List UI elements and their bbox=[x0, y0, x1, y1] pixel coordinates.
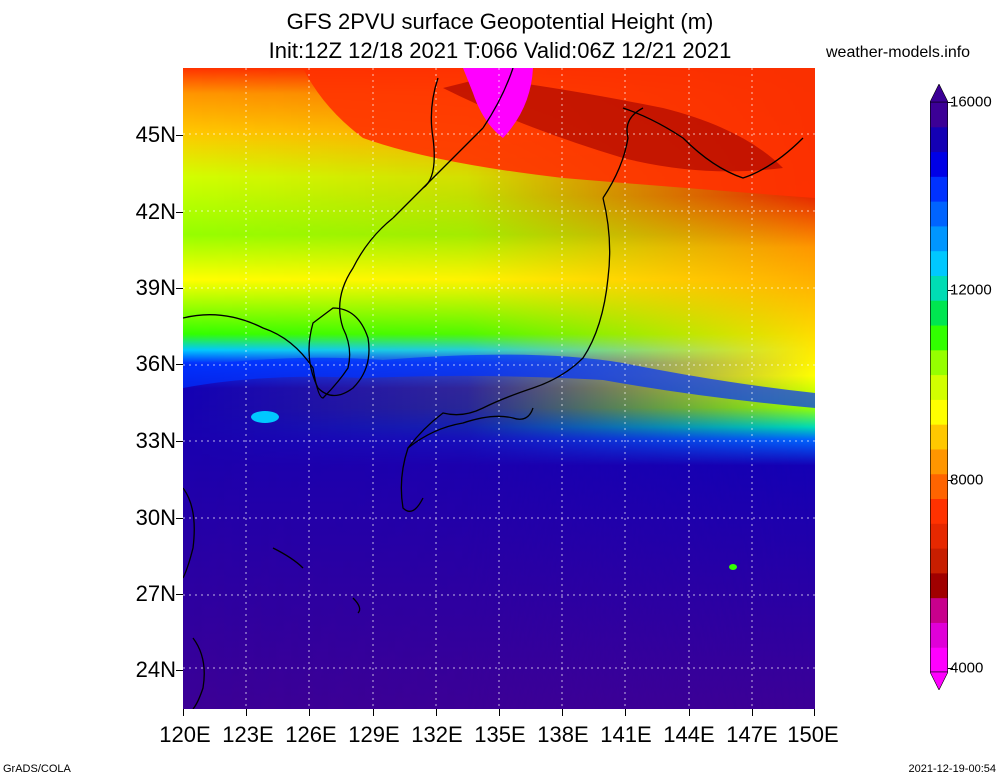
lon-tick bbox=[436, 709, 437, 716]
colorbar-cell bbox=[930, 349, 948, 376]
colorbar-tick bbox=[948, 668, 953, 669]
map-title: GFS 2PVU surface Geopotential Height (m) bbox=[286, 9, 714, 34]
colorbar-tick bbox=[948, 290, 953, 291]
colorbar-cell bbox=[930, 325, 948, 351]
site-credit: weather-models.info bbox=[826, 44, 971, 61]
lon-label-138e: 138E bbox=[537, 722, 589, 747]
lon-tick bbox=[625, 709, 626, 716]
lon-label-120e: 120E bbox=[159, 722, 211, 747]
colorbar-top-arrow bbox=[930, 84, 948, 103]
colorbar-cell bbox=[930, 597, 948, 623]
lat-label-24n: 24N bbox=[135, 657, 176, 682]
lat-label-45n: 45N bbox=[135, 122, 176, 147]
geopotential-map bbox=[183, 68, 815, 709]
lat-tick bbox=[176, 518, 183, 519]
lon-label-129e: 129E bbox=[348, 722, 400, 747]
lat-tick bbox=[176, 364, 183, 365]
map-subtitle: Init:12Z 12/18 2021 T:066 Valid:06Z 12/2… bbox=[268, 38, 732, 63]
colorbar-cell bbox=[930, 300, 948, 326]
coastlines bbox=[183, 68, 804, 709]
colorbar-bottom-arrow bbox=[930, 671, 948, 690]
lat-tick bbox=[176, 441, 183, 442]
footer-timestamp: 2021-12-19-00:54 bbox=[908, 763, 996, 775]
colorbar-cell bbox=[930, 151, 948, 177]
lon-label-123e: 123E bbox=[222, 722, 274, 747]
colorbar-label-4000: 4000 bbox=[950, 659, 984, 677]
colorbar-cell bbox=[930, 126, 948, 153]
lat-label-33n: 33N bbox=[135, 428, 176, 453]
lat-tick bbox=[176, 288, 183, 289]
colorbar-cell bbox=[930, 275, 948, 301]
colorbar-label-12000: 12000 bbox=[950, 281, 992, 299]
lon-tick bbox=[752, 709, 753, 716]
colorbar-cell bbox=[930, 647, 948, 673]
colorbar bbox=[930, 84, 948, 690]
colorbar-cell bbox=[930, 548, 948, 574]
lon-label-135e: 135E bbox=[474, 722, 526, 747]
lat-label-27n: 27N bbox=[135, 581, 176, 606]
lon-tick bbox=[309, 709, 310, 716]
colorbar-cell bbox=[930, 176, 948, 202]
lon-label-150e: 150E bbox=[787, 722, 839, 747]
lat-label-30n: 30N bbox=[135, 505, 176, 530]
lat-tick bbox=[176, 670, 183, 671]
lon-tick bbox=[499, 709, 500, 716]
lon-label-144e: 144E bbox=[663, 722, 715, 747]
colorbar-cell bbox=[930, 448, 948, 475]
colorbar-cell bbox=[930, 622, 948, 648]
lat-label-36n: 36N bbox=[135, 351, 176, 376]
colorbar-cell bbox=[930, 399, 948, 425]
lon-tick bbox=[373, 709, 374, 716]
colorbar-label-8000: 8000 bbox=[950, 471, 984, 489]
lon-tick bbox=[814, 709, 815, 716]
colorbar-cell bbox=[930, 250, 948, 276]
colorbar-tick bbox=[948, 480, 953, 481]
colorbar-cell bbox=[930, 572, 948, 599]
colorbar-cell bbox=[930, 374, 948, 400]
colorbar-cell bbox=[930, 498, 948, 524]
lon-label-147e: 147E bbox=[726, 722, 778, 747]
lon-label-141e: 141E bbox=[600, 722, 652, 747]
lat-tick bbox=[176, 212, 183, 213]
lat-tick bbox=[176, 594, 183, 595]
lon-tick bbox=[183, 709, 184, 716]
colorbar-cell bbox=[930, 473, 948, 500]
colorbar-cell bbox=[930, 523, 948, 549]
colorbar-cell bbox=[930, 102, 948, 128]
lon-tick bbox=[689, 709, 690, 716]
lon-label-126e: 126E bbox=[285, 722, 337, 747]
colorbar-cell bbox=[930, 225, 948, 252]
lat-label-39n: 39N bbox=[135, 275, 176, 300]
lat-label-42n: 42N bbox=[135, 199, 176, 224]
colorbar-cell bbox=[930, 424, 948, 450]
lat-tick bbox=[176, 135, 183, 136]
footer-grads: GrADS/COLA bbox=[3, 763, 71, 775]
colorbar-tick bbox=[948, 102, 953, 103]
lon-tick bbox=[562, 709, 563, 716]
lon-label-132e: 132E bbox=[411, 722, 463, 747]
colorbar-label-16000: 16000 bbox=[950, 93, 992, 111]
lon-tick bbox=[246, 709, 247, 716]
colorbar-cell bbox=[930, 201, 948, 227]
